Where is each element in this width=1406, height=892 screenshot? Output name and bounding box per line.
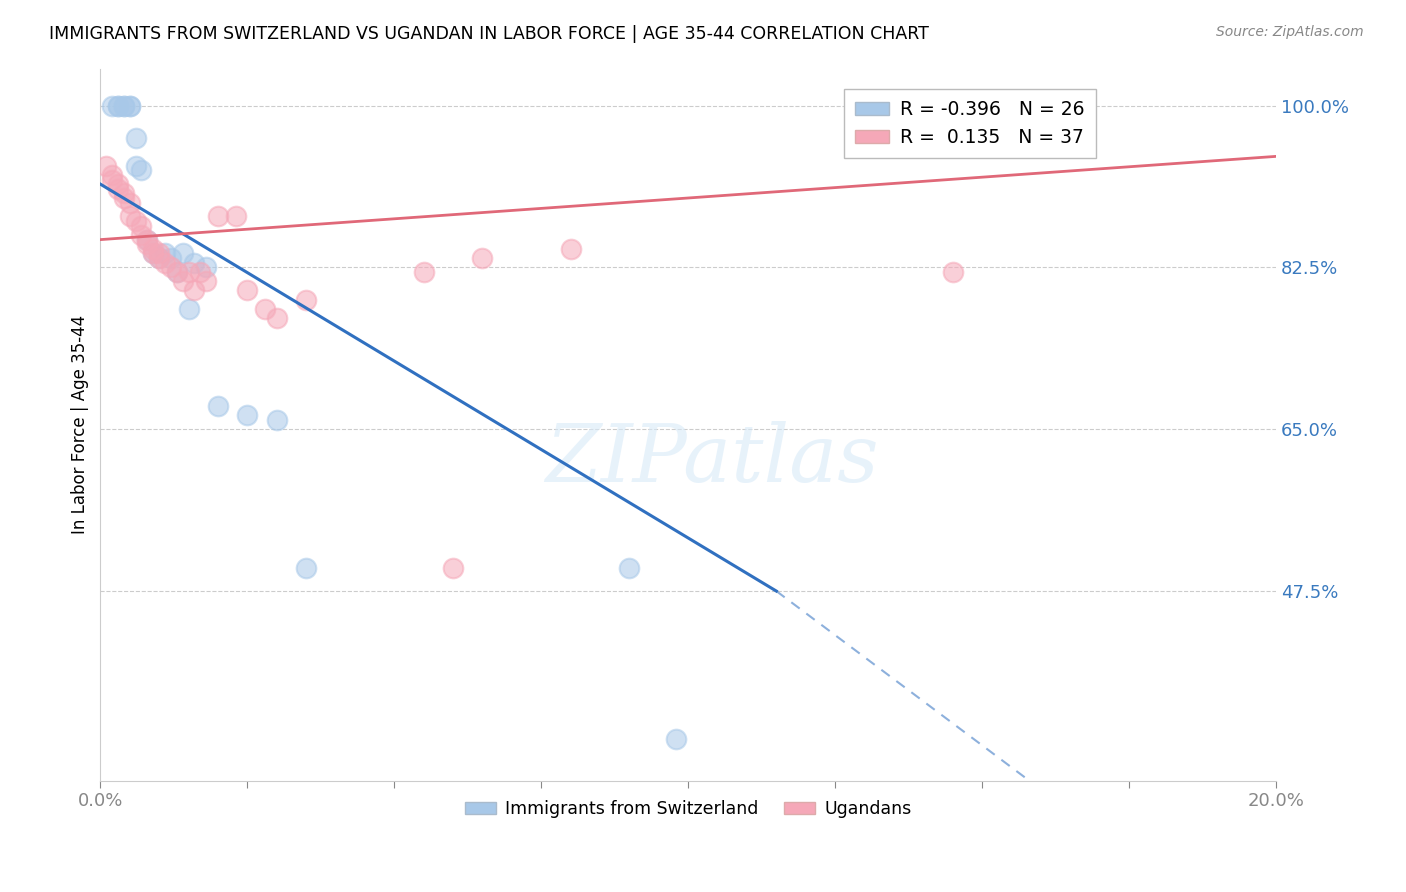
Point xyxy=(124,214,146,228)
Point xyxy=(183,256,205,270)
Point xyxy=(183,284,205,298)
Point xyxy=(253,301,276,316)
Point xyxy=(142,242,165,256)
Point xyxy=(560,242,582,256)
Point xyxy=(118,98,141,112)
Point xyxy=(471,251,494,265)
Point xyxy=(177,301,200,316)
Point xyxy=(665,732,688,747)
Y-axis label: In Labor Force | Age 35-44: In Labor Force | Age 35-44 xyxy=(72,315,89,534)
Point xyxy=(188,265,211,279)
Point xyxy=(107,98,129,112)
Point xyxy=(101,98,124,112)
Point xyxy=(96,159,118,173)
Point xyxy=(101,168,124,182)
Point xyxy=(112,191,135,205)
Point xyxy=(236,284,259,298)
Point xyxy=(166,265,188,279)
Point xyxy=(225,210,247,224)
Point xyxy=(142,246,165,260)
Point xyxy=(148,251,170,265)
Legend: Immigrants from Switzerland, Ugandans: Immigrants from Switzerland, Ugandans xyxy=(458,794,918,825)
Point xyxy=(195,274,218,288)
Text: Source: ZipAtlas.com: Source: ZipAtlas.com xyxy=(1216,25,1364,39)
Point xyxy=(172,246,194,260)
Point xyxy=(107,177,129,191)
Point xyxy=(195,260,218,275)
Point xyxy=(107,98,129,112)
Point xyxy=(118,195,141,210)
Point xyxy=(266,413,288,427)
Point xyxy=(136,233,159,247)
Point xyxy=(112,186,135,201)
Point xyxy=(148,246,170,260)
Text: ZIPatlas: ZIPatlas xyxy=(546,421,879,499)
Point xyxy=(236,409,259,423)
Point xyxy=(441,561,464,575)
Point xyxy=(295,293,318,307)
Point xyxy=(124,159,146,173)
Point xyxy=(131,219,153,233)
Point xyxy=(118,210,141,224)
Point xyxy=(942,265,965,279)
Point xyxy=(112,98,135,112)
Point xyxy=(153,246,176,260)
Point xyxy=(131,227,153,242)
Point xyxy=(136,233,159,247)
Point xyxy=(101,172,124,186)
Point xyxy=(124,131,146,145)
Point xyxy=(160,251,183,265)
Point xyxy=(266,311,288,326)
Point xyxy=(160,260,183,275)
Point xyxy=(107,182,129,196)
Point xyxy=(131,163,153,178)
Point xyxy=(412,265,434,279)
Text: IMMIGRANTS FROM SWITZERLAND VS UGANDAN IN LABOR FORCE | AGE 35-44 CORRELATION CH: IMMIGRANTS FROM SWITZERLAND VS UGANDAN I… xyxy=(49,25,929,43)
Point xyxy=(112,98,135,112)
Point xyxy=(148,251,170,265)
Point xyxy=(136,237,159,252)
Point xyxy=(172,274,194,288)
Point xyxy=(177,265,200,279)
Point xyxy=(619,561,641,575)
Point xyxy=(207,399,229,413)
Point xyxy=(142,246,165,260)
Point xyxy=(295,561,318,575)
Point xyxy=(207,210,229,224)
Point xyxy=(118,98,141,112)
Point xyxy=(153,256,176,270)
Point xyxy=(166,265,188,279)
